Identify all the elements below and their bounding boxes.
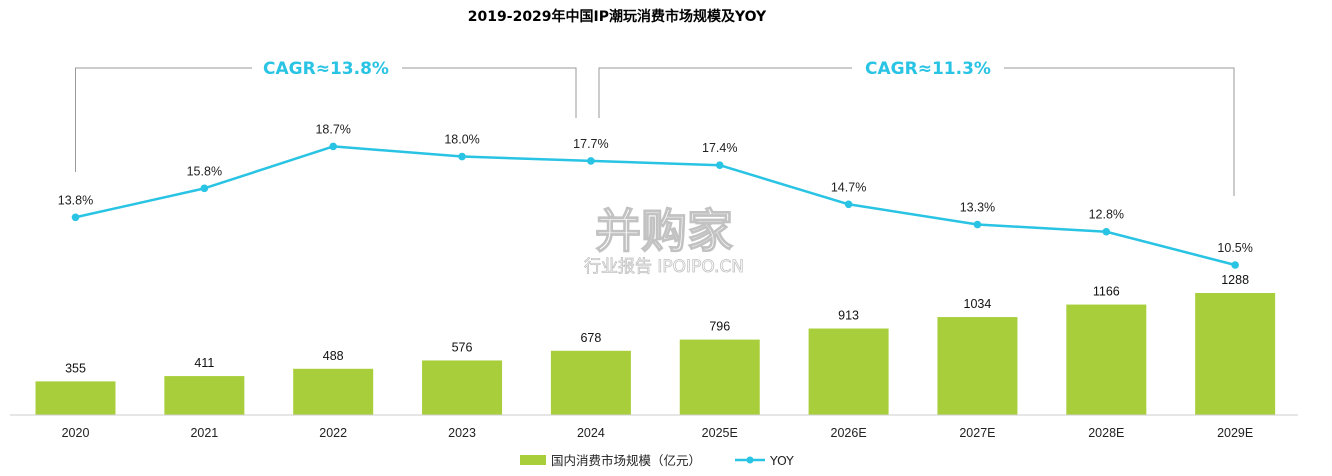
watermark: 并购家 行业报告 IPOIPO.CN: [584, 203, 745, 277]
yoy-label-2027E: 13.3%: [960, 201, 995, 215]
bar-label-2025E: 796: [709, 320, 730, 334]
yoy-line-series: 13.8% 15.8% 18.7% 18.0% 17.7% 17.4% 14.7% 13.3%…: [58, 122, 1253, 269]
yoy-label-2029E: 10.5%: [1217, 241, 1252, 255]
legend-line-marker: [746, 456, 754, 464]
x-axis-ticks: 2020 2021 2022 2023 2024 2025E 2026E 2027E 2028E…: [62, 426, 1254, 440]
yoy-point-2028E: [1102, 227, 1111, 236]
bar-2027E: [937, 317, 1018, 415]
x-tick-2028E: 2028E: [1088, 426, 1124, 440]
yoy-point-2026E: [844, 200, 853, 209]
x-tick-2020: 2020: [62, 426, 90, 440]
bar-label-2028E: 1166: [1093, 285, 1120, 299]
watermark-sub: 行业报告 IPOIPO.CN: [584, 257, 744, 277]
yoy-point-2021: [200, 184, 209, 193]
yoy-point-2020: [71, 213, 80, 222]
yoy-label-2026E: 14.7%: [831, 180, 866, 194]
x-tick-2023: 2023: [448, 426, 476, 440]
legend-line-label: YOY: [769, 453, 794, 468]
bar-2021: [164, 376, 245, 415]
bar-2023: [422, 360, 503, 415]
bar-2028E: [1066, 304, 1147, 415]
legend-bar-swatch: [520, 455, 546, 465]
yoy-line: [75, 145, 1236, 267]
chart-title: 2019-2029年中国IP潮玩消费市场规模及YOY: [468, 8, 767, 25]
yoy-label-2021: 15.8%: [187, 164, 222, 178]
x-tick-2021: 2021: [190, 426, 218, 440]
x-tick-2027E: 2027E: [959, 426, 995, 440]
watermark-main: 并购家: [595, 204, 733, 258]
bar-2025E: [679, 339, 760, 415]
cagr-bracket-2: [598, 67, 1235, 196]
yoy-point-2022: [329, 142, 338, 151]
bar-series: 355 411 488 576 678 796 913 1034 1166 1288: [35, 273, 1276, 415]
yoy-label-2025E: 17.4%: [702, 141, 737, 155]
x-tick-2029E: 2029E: [1217, 426, 1253, 440]
bar-2022: [293, 368, 374, 415]
bar-2024: [550, 350, 631, 415]
bar-label-2021: 411: [194, 356, 214, 370]
x-tick-2026E: 2026E: [831, 426, 867, 440]
bar-label-2027E: 1034: [964, 297, 992, 311]
yoy-label-2028E: 12.8%: [1089, 208, 1124, 222]
cagr-label-2: CAGR≈11.3%: [865, 59, 991, 79]
bar-label-2022: 488: [323, 349, 344, 363]
bar-2020: [35, 381, 116, 415]
yoy-point-2024: [587, 157, 595, 165]
bar-2029E: [1195, 293, 1276, 415]
bar-label-2023: 576: [452, 340, 473, 354]
yoy-point-2023: [458, 152, 466, 161]
yoy-label-2020: 13.8%: [58, 193, 93, 207]
yoy-label-2023: 18.0%: [444, 133, 479, 147]
cagr-bracket-1: [75, 67, 577, 172]
bar-label-2020: 355: [65, 361, 86, 375]
x-tick-2025E: 2025E: [702, 426, 738, 440]
legend: 国内消费市场规模（亿元） YOY: [520, 453, 794, 468]
yoy-point-2027E: [973, 220, 982, 229]
bar-label-2024: 678: [580, 331, 601, 345]
yoy-label-2024: 17.7%: [573, 137, 608, 151]
cagr-label-1: CAGR≈13.8%: [263, 59, 389, 79]
yoy-label-2022: 18.7%: [315, 122, 350, 136]
cagr-brackets: CAGR≈13.8% CAGR≈11.3%: [75, 59, 1235, 196]
legend-bar-label: 国内消费市场规模（亿元）: [551, 453, 701, 468]
x-tick-2024: 2024: [577, 426, 605, 440]
yoy-point-2029E: [1231, 261, 1239, 269]
bar-2026E: [808, 328, 889, 415]
x-tick-2022: 2022: [319, 426, 347, 440]
yoy-point-2025E: [715, 161, 724, 170]
bar-label-2029E: 1288: [1221, 273, 1249, 287]
bar-label-2026E: 913: [838, 309, 859, 323]
